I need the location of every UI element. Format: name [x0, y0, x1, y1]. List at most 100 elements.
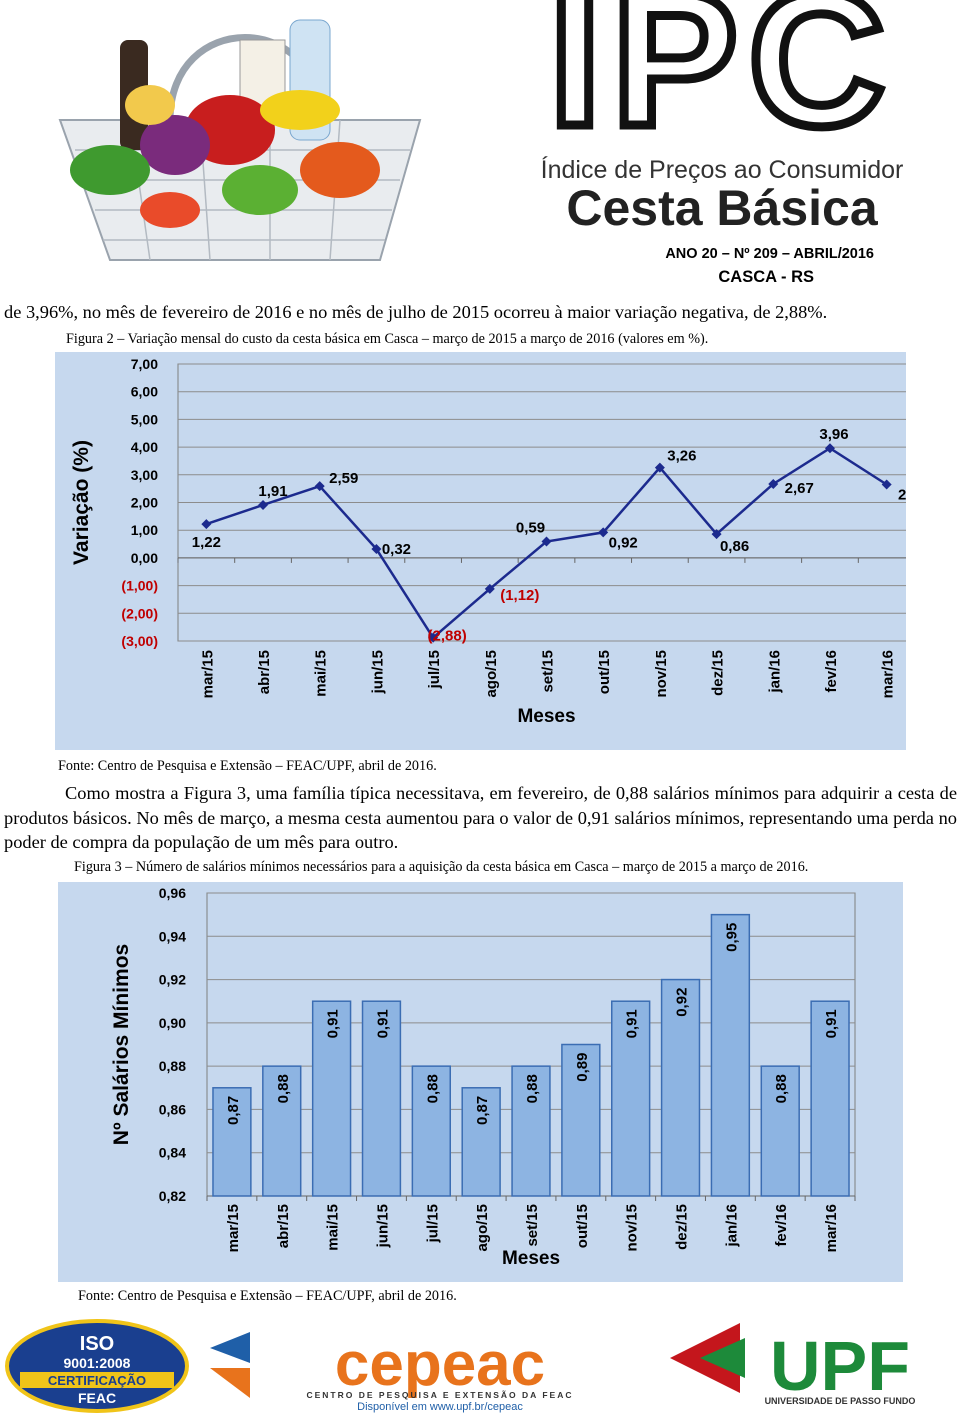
y-axis-title: Nº Salários Mínimos	[110, 944, 133, 1145]
x-tick-label: jul/15	[424, 1204, 441, 1243]
iso-feac: FEAC	[78, 1390, 116, 1406]
x-tick-label: mar/15	[199, 650, 216, 698]
figure-source: Fonte: Centro de Pesquisa e Extensão – F…	[78, 1288, 457, 1304]
x-tick-label: mar/16	[823, 1204, 840, 1252]
upf-full: UNIVERSIDADE DE PASSO FUNDO	[765, 1396, 916, 1406]
cepeac-logo: cepeac CENTRO DE PESQUISA E EXTENSÃO DA …	[210, 1330, 572, 1413]
y-tick-label: 0,92	[159, 972, 186, 988]
y-tick-label: 2,00	[131, 495, 158, 511]
y-axis-title: Variação (%)	[70, 440, 93, 565]
data-label: 0,32	[382, 541, 411, 558]
bar	[710, 913, 751, 1197]
bar	[810, 1000, 850, 1197]
data-label: 0,92	[609, 534, 638, 551]
point	[598, 527, 609, 538]
data-label: (2,88)	[428, 628, 467, 645]
upf-logo: UPF UNIVERSIDADE DE PASSO FUNDO	[670, 1323, 915, 1406]
y-tick-label: 0,88	[159, 1058, 186, 1074]
x-tick-label: mai/15	[313, 650, 330, 697]
bar	[660, 978, 701, 1197]
x-tick-label: dez/15	[674, 1204, 691, 1250]
bar	[411, 1065, 451, 1197]
y-tick-label: 0,90	[159, 1015, 186, 1031]
x-tick-label: jul/15	[426, 650, 443, 689]
footer-logos: ISO 9001:2008 CERTIFICAÇÃO FEAC cepeac C…	[5, 1319, 915, 1413]
data-label: 3,96	[819, 426, 848, 443]
x-tick-label: mai/15	[325, 1204, 342, 1251]
data-label: 2,59	[329, 470, 358, 487]
x-tick-label: mar/16	[880, 650, 897, 698]
data-label: 2,67	[785, 480, 814, 497]
x-tick-label: fev/16	[823, 650, 840, 693]
data-label: 0,88	[275, 1074, 292, 1103]
bar	[760, 1065, 800, 1197]
bar	[611, 1000, 651, 1197]
y-tick-label: (3,00)	[121, 633, 158, 649]
y-tick-label: 4,00	[131, 439, 158, 455]
y-tick-label: 1,00	[131, 522, 158, 538]
point	[258, 499, 269, 510]
data-label: 2,65	[898, 486, 906, 503]
cepeac-url: Disponível em www.upf.br/cepeac	[357, 1401, 523, 1413]
figure-source: Fonte: Centro de Pesquisa e Extensão – F…	[58, 758, 437, 774]
data-label: 0,91	[624, 1009, 641, 1038]
logo: IPC	[549, 0, 896, 166]
x-tick-label: jun/15	[374, 1204, 391, 1248]
y-tick-label: 0,84	[159, 1145, 186, 1161]
y-tick-label: 0,94	[159, 928, 186, 944]
line-chart: (3,00) (2,00) (1,00) 0,00 1,00 2,00 3,00 4,00 5,…	[55, 352, 906, 750]
point	[484, 583, 495, 594]
bar	[361, 1000, 402, 1197]
issue: ANO 20 – Nº 209 – ABRIL/2016	[665, 246, 874, 262]
x-tick-label: jun/15	[369, 650, 386, 694]
bar	[461, 1087, 501, 1197]
data-label: 3,26	[667, 448, 696, 465]
x-tick-label: out/15	[596, 650, 613, 694]
figure-caption: Figura 3 – Número de salários mínimos ne…	[74, 859, 809, 875]
x-tick-label: abr/15	[256, 650, 273, 694]
point	[314, 481, 325, 492]
data-label: 0,92	[674, 988, 691, 1017]
data-label: (1,12)	[500, 587, 539, 604]
bar-chart: 0,82 0,84 0,86 0,88 0,90 0,92 0,94 0,96 mar/15 ab…	[58, 882, 903, 1282]
point	[654, 462, 665, 473]
point	[201, 519, 212, 530]
iso-text: ISO	[80, 1333, 114, 1355]
x-tick-label: jan/16	[723, 1204, 740, 1248]
y-tick-label: (2,00)	[121, 605, 158, 621]
x-tick-label: nov/15	[624, 1204, 641, 1252]
iso-cert: CERTIFICAÇÃO	[48, 1373, 146, 1388]
bar	[212, 1087, 252, 1197]
data-label: 0,91	[823, 1009, 840, 1038]
paragraph: de 3,96%, no mês de fevereiro de 2016 e …	[4, 302, 828, 322]
figure-caption: Figura 2 – Variação mensal do custo da c…	[66, 331, 709, 347]
y-tick-label: 0,82	[159, 1188, 186, 1204]
x-tick-label: jan/16	[766, 650, 783, 694]
point	[541, 536, 552, 547]
logo-subtitle: Índice de Preços ao Consumidor	[541, 155, 904, 184]
data-label: 1,91	[258, 483, 287, 500]
x-axis-title: Meses	[517, 706, 575, 727]
y-tick-label: 5,00	[131, 411, 158, 427]
chart-background	[55, 352, 906, 750]
iso-norm: 9001:2008	[64, 1355, 131, 1371]
data-label: 0,87	[225, 1096, 242, 1125]
data-label: 0,86	[720, 538, 749, 555]
y-tick-label: 0,96	[159, 885, 186, 901]
data-label: 0,87	[474, 1096, 491, 1125]
x-tick-label: dez/15	[710, 650, 727, 696]
logo-title: Cesta Básica	[566, 180, 878, 236]
basket-illustration	[58, 19, 422, 261]
y-tick-label: 3,00	[131, 467, 158, 483]
y-tick-label: 6,00	[131, 384, 158, 400]
cepeac-name: cepeac	[335, 1330, 545, 1399]
x-tick-label: abr/15	[275, 1204, 292, 1248]
data-label: 0,95	[723, 923, 740, 952]
data-label: 1,22	[192, 534, 221, 551]
iso-logo: ISO 9001:2008 CERTIFICAÇÃO FEAC	[5, 1319, 189, 1413]
y-tick-label: 7,00	[131, 356, 158, 372]
point	[768, 478, 779, 489]
x-tick-label: set/15	[540, 650, 557, 693]
paragraph: Como mostra a Figura 3, uma família típi…	[4, 783, 957, 852]
